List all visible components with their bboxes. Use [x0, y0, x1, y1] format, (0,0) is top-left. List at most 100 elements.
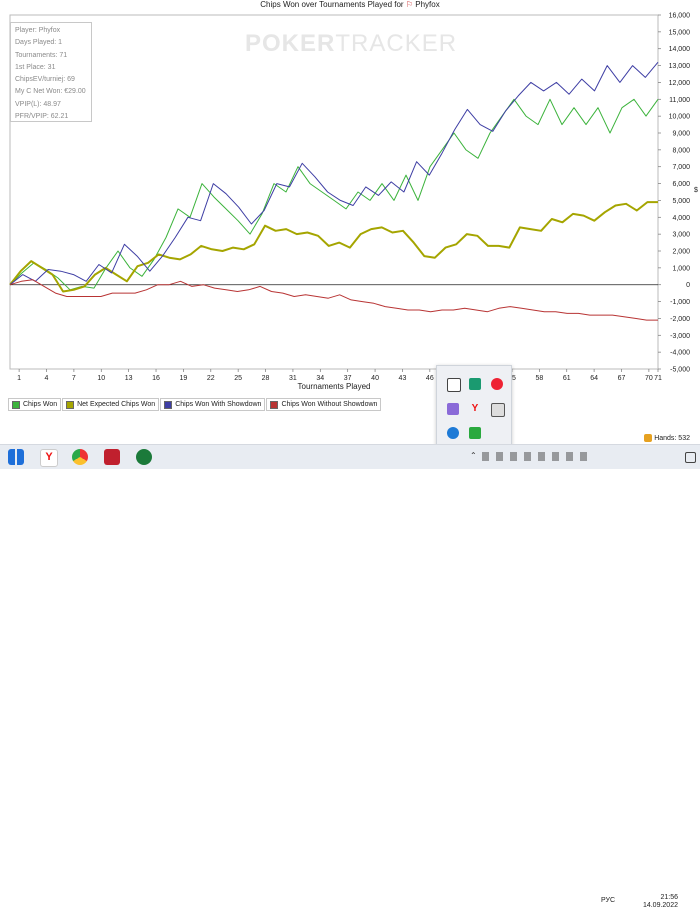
notifications-icon[interactable]: [685, 452, 696, 463]
series-line-0: [9, 98, 659, 291]
watermark-logo: POKERTRACKER: [245, 30, 458, 57]
bluetooth-icon[interactable]: [447, 427, 459, 439]
hands-icon: [644, 434, 653, 442]
y-axis-label: $: [694, 187, 698, 194]
tray-chevron-icon[interactable]: ⌃: [470, 451, 477, 460]
legend-item[interactable]: Chips Won Without Showdown: [266, 398, 382, 411]
stat-line: ChipsEV/turniej: 69: [15, 76, 75, 84]
clock[interactable]: 21:56 14.09.2022: [642, 894, 678, 909]
x-tick-label: 31: [289, 375, 297, 382]
tray-overflow-popup: Y: [436, 365, 512, 447]
x-tick-label: 22: [207, 375, 215, 382]
plot-frame: [9, 14, 659, 370]
y-tick-label: 0: [686, 282, 690, 289]
app-icon[interactable]: [491, 378, 503, 390]
start-icon[interactable]: [8, 449, 24, 465]
y-tick-label: -5,000: [670, 367, 690, 374]
yandex-browser-icon[interactable]: Y: [40, 449, 58, 467]
shield-icon[interactable]: [447, 378, 461, 392]
legend-label: Chips Won: [23, 401, 58, 408]
y-tick-label: 7,000: [672, 164, 690, 171]
hands-counter: Hands: 532: [644, 434, 690, 442]
x-tick-label: 70: [645, 375, 653, 382]
x-tick-label: 58: [535, 375, 543, 382]
stat-line: Player: Phyfox: [15, 27, 61, 34]
legend-label: Chips Won Without Showdown: [281, 401, 378, 408]
x-tick-label: 67: [618, 375, 626, 382]
x-tick-label: 71: [654, 375, 662, 382]
security-icon[interactable]: [469, 378, 481, 390]
legend-item[interactable]: Chips Won With Showdown: [160, 398, 266, 411]
legend-item[interactable]: Chips Won: [8, 398, 62, 411]
x-axis-label: Tournaments Played: [298, 382, 371, 391]
stat-line: VPIP(L): 48.97: [15, 100, 61, 108]
legend-swatch: [66, 400, 75, 409]
y-tick-label: 3,000: [672, 232, 690, 239]
x-tick-label: 61: [563, 375, 571, 382]
stat-line: 1st Place: 31: [15, 63, 56, 71]
legend-swatch: [270, 400, 279, 409]
taskbar: Y ⌃ РУС 21:56 14.09.2022: [0, 444, 700, 909]
y-tick-label: -3,000: [670, 333, 690, 340]
x-tick-label: 34: [316, 375, 324, 382]
poker-app-icon[interactable]: [104, 449, 120, 465]
legend-label: Net Expected Chips Won: [77, 401, 156, 408]
x-tick-label: 40: [371, 375, 379, 382]
y-tick-label: -1,000: [670, 299, 690, 306]
y-tick-label: 15,000: [669, 29, 691, 36]
legend-swatch: [164, 400, 173, 409]
x-tick-label: 1: [17, 375, 21, 382]
yandex-icon[interactable]: Y: [471, 403, 479, 414]
y-tick-label: -2,000: [670, 316, 690, 323]
y-tick-label: 14,000: [669, 46, 691, 53]
stat-line: My C Net Won: €29.00: [15, 88, 86, 96]
series-line-1: [9, 201, 658, 293]
y-tick-label: 2,000: [672, 249, 690, 256]
chrome-icon[interactable]: [72, 449, 88, 465]
x-tick-label: 37: [344, 375, 352, 382]
x-tick-label: 4: [45, 375, 49, 382]
check-icon[interactable]: [469, 427, 481, 439]
x-tick-label: 16: [152, 375, 160, 382]
y-tick-label: 1,000: [672, 265, 690, 272]
x-tick-label: 10: [97, 375, 105, 382]
stats-panel: Player: Phyfox Days Played: 1 Tournaments:…: [10, 22, 92, 122]
y-tick-label: 13,000: [669, 63, 691, 70]
legend-swatch: [12, 400, 20, 409]
y-tick-label: 16,000: [669, 13, 691, 20]
x-tick-label: 13: [125, 375, 133, 382]
legend-label: Chips Won With Showdown: [175, 401, 262, 408]
series-line-2: [9, 61, 659, 286]
y-tick-label: 12,000: [669, 80, 691, 87]
x-tick-label: 43: [399, 375, 407, 382]
chart-area: -5,000 -4,000 -3,000 -2,000 -1,000 0 1,000 2,00…: [9, 13, 698, 391]
x-tick-label: 7: [72, 375, 76, 382]
y-tick-label: 10,000: [669, 114, 691, 121]
y-tick-label: 11,000: [669, 97, 690, 104]
chart-title: Chips Won over Tournaments Played for ⚐ …: [260, 0, 440, 9]
legend-item[interactable]: Net Expected Chips Won: [62, 398, 160, 411]
x-tick-label: 64: [590, 375, 598, 382]
y-tick-label: 6,000: [672, 181, 690, 188]
y-tick-label: -4,000: [670, 350, 690, 357]
tracker-icon[interactable]: [136, 449, 152, 465]
y-tick-label: 5,000: [672, 198, 690, 205]
language-indicator[interactable]: РУС: [601, 897, 616, 904]
x-tick-label: 28: [262, 375, 270, 382]
y-tick-label: 8,000: [672, 147, 690, 154]
stat-line: PFR/VPIP: 62.21: [15, 113, 69, 121]
x-tick-label: 25: [234, 375, 242, 382]
pen-icon[interactable]: [447, 403, 459, 415]
y-tick-label: 9,000: [672, 131, 690, 138]
stat-line: Days Played: 1: [15, 39, 63, 47]
series-line-3: [9, 279, 658, 321]
legend: Chips Won Net Expected Chips Won Chips Won…: [8, 398, 419, 411]
x-tick-label: 46: [426, 375, 434, 382]
stat-line: Tournaments: 71: [15, 51, 68, 59]
x-tick-label: 19: [180, 375, 188, 382]
printer-icon[interactable]: [491, 403, 505, 417]
player-flag-icon: ⚐: [405, 0, 414, 9]
tray-icons-strip: [482, 452, 594, 461]
x-tick-label: 55: [508, 375, 516, 382]
y-tick-label: 4,000: [672, 215, 690, 222]
